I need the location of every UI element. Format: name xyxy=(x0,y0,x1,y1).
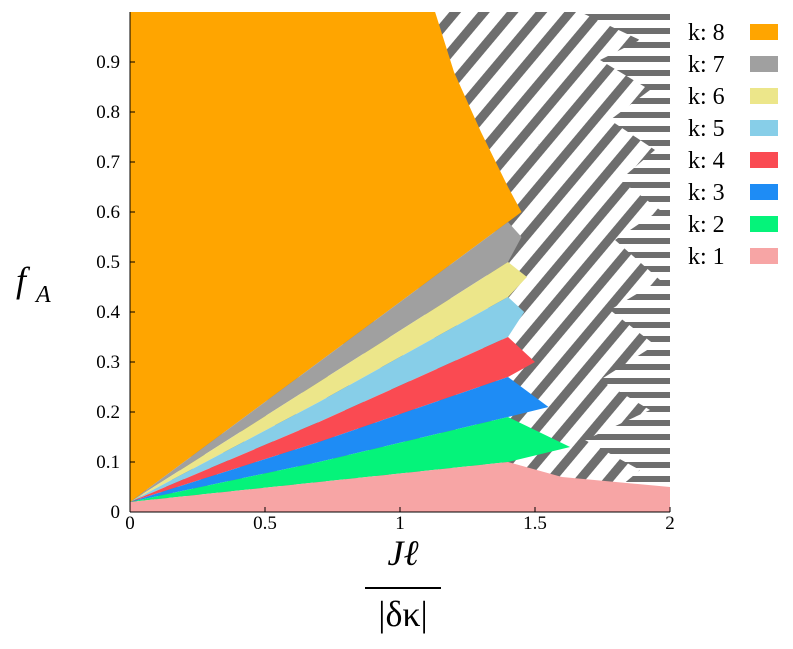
legend-swatch xyxy=(750,184,778,200)
legend-swatch xyxy=(750,248,778,264)
legend-label: k: 6 xyxy=(688,84,725,110)
region xyxy=(130,417,571,502)
plot: 0 0.5 1 1.5 2 0 0.1 0.2 0.3 0.4 0.5 0.6 0.7 0.8 0.9 xyxy=(96,12,675,534)
y-tick-label: 0.1 xyxy=(96,452,120,473)
legend-swatch xyxy=(750,24,778,40)
legend-swatch xyxy=(750,152,778,168)
legend-swatch xyxy=(750,88,778,104)
legend: k: 8 k: 7 k: 6 k: 5 k: 4 k: 3 k: 2 k: 1 xyxy=(688,20,778,270)
region xyxy=(130,222,522,502)
region xyxy=(130,12,522,502)
y-tick-label: 0.4 xyxy=(96,302,120,323)
region xyxy=(130,337,535,502)
y-tick-label: 0.6 xyxy=(96,202,120,223)
y-tick-label: 0.7 xyxy=(96,152,120,173)
y-label: f xyxy=(16,260,31,300)
legend-swatch xyxy=(750,120,778,136)
region xyxy=(130,262,527,502)
legend-label: k: 7 xyxy=(688,52,725,78)
x-tick-label: 1 xyxy=(395,513,405,534)
x-label-denominator: |δκ| xyxy=(378,594,428,634)
legend-swatch xyxy=(750,56,778,72)
y-tick-label: 0 xyxy=(111,502,121,523)
legend-label: k: 3 xyxy=(688,180,725,206)
legend-label: k: 4 xyxy=(688,148,725,174)
legend-label: k: 8 xyxy=(688,20,725,46)
legend-label: k: 2 xyxy=(688,212,725,238)
x-tick-label: 0.5 xyxy=(253,513,277,534)
region xyxy=(130,377,549,502)
y-tick-label: 0.3 xyxy=(96,352,120,373)
y-label-sub: A xyxy=(34,282,51,308)
x-label-numerator: Jℓ xyxy=(388,533,419,573)
x-tick-label: 1.5 xyxy=(523,513,547,534)
y-tick-label: 0.8 xyxy=(96,102,120,123)
legend-label: k: 1 xyxy=(688,244,725,270)
x-tick-label: 2 xyxy=(665,513,675,534)
x-tick-label: 0 xyxy=(125,513,135,534)
y-tick-label: 0.9 xyxy=(96,52,120,73)
region xyxy=(130,297,525,502)
y-tick-label: 0.5 xyxy=(96,252,120,273)
legend-swatch xyxy=(750,216,778,232)
y-tick-label: 0.2 xyxy=(96,402,120,423)
stripe-region xyxy=(580,12,670,512)
legend-label: k: 5 xyxy=(688,116,725,142)
region xyxy=(130,462,670,512)
